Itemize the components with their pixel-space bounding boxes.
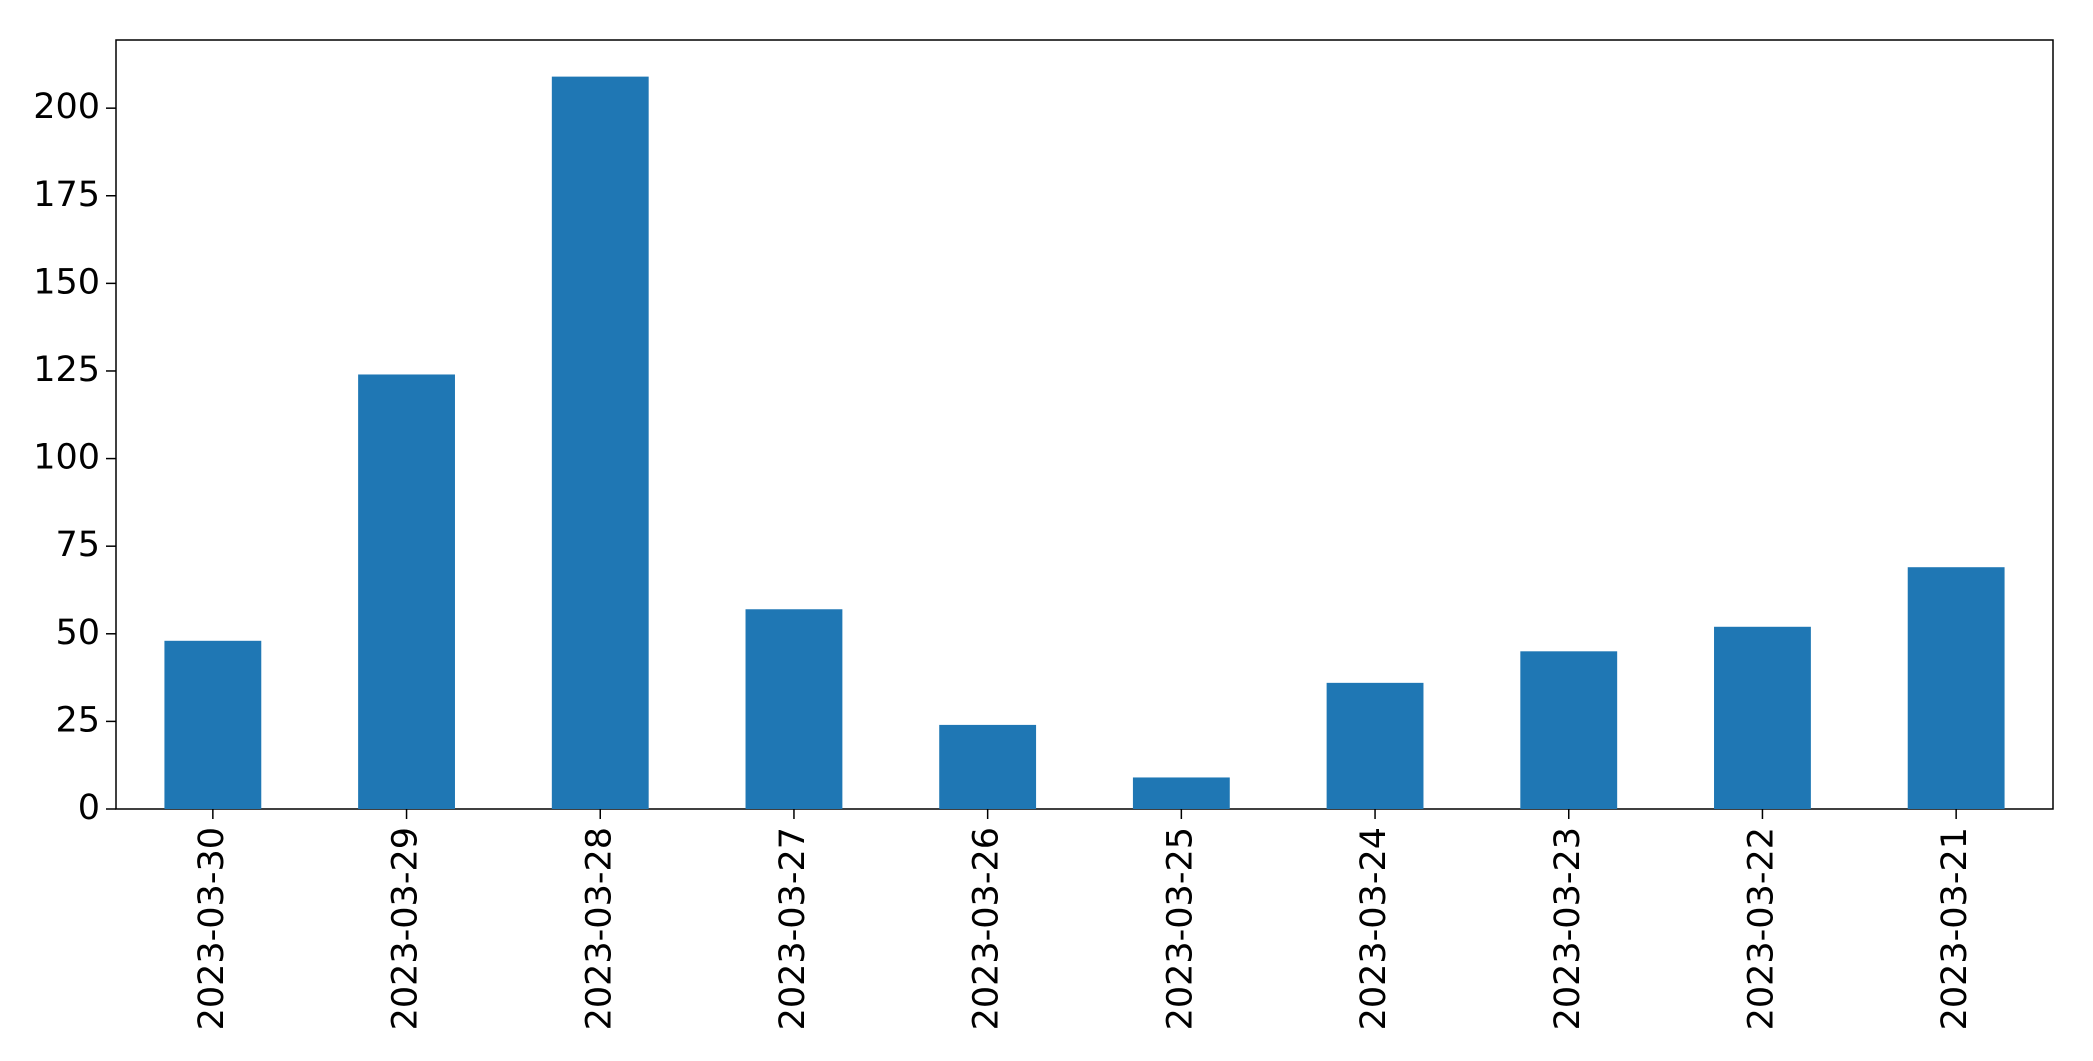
x-tick-label: 2023-03-30: [192, 827, 232, 1030]
bar: [1714, 626, 1811, 809]
y-tick-label: 125: [33, 350, 100, 390]
x-tick-label: 2023-03-25: [1160, 827, 1200, 1030]
x-tick-label: 2023-03-26: [967, 827, 1007, 1030]
bar: [1132, 777, 1230, 809]
x-tick-label: 2023-03-28: [579, 827, 619, 1030]
x-tick-label: 2023-03-21: [1935, 827, 1975, 1030]
x-tick-label: 2023-03-27: [773, 827, 813, 1030]
bar: [1326, 682, 1424, 809]
bar: [1907, 567, 2005, 809]
bar: [164, 640, 262, 809]
y-tick-label: 25: [55, 700, 100, 740]
plot-frame: [115, 39, 2054, 810]
y-tick-label: 0: [78, 788, 100, 828]
bar: [358, 374, 455, 809]
x-tick-label: 2023-03-24: [1354, 827, 1394, 1030]
y-tick-label: 50: [55, 613, 100, 653]
bar: [551, 76, 649, 810]
y-tick-label: 100: [33, 438, 100, 478]
bar: [745, 609, 843, 809]
x-tick-label: 2023-03-29: [386, 827, 426, 1030]
y-tick-label: 200: [33, 87, 100, 127]
y-tick-label: 175: [33, 175, 100, 215]
x-tick-label: 2023-03-22: [1741, 827, 1781, 1030]
x-tick-label: 2023-03-23: [1548, 827, 1588, 1030]
bar: [939, 724, 1037, 809]
y-tick-label: 150: [33, 262, 100, 302]
y-tick-label: 75: [55, 525, 100, 565]
bar: [1520, 651, 1618, 809]
